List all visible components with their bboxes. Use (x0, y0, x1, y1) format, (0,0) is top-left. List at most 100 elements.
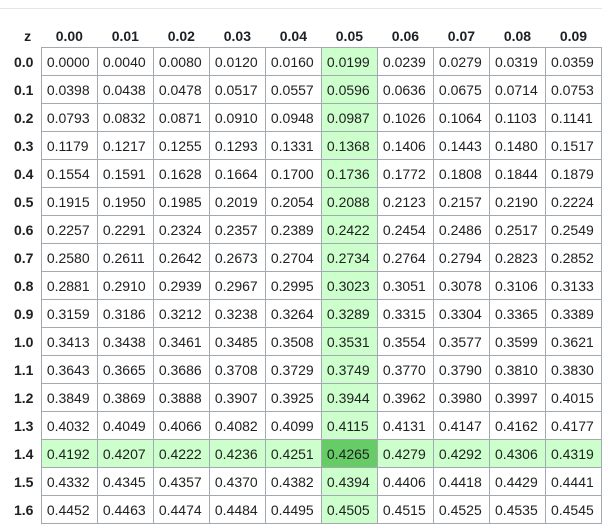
table-cell: 0.0948 (264, 103, 322, 132)
table-cell: 0.0438 (96, 75, 154, 104)
z-table-container: z 0.00 0.01 0.02 0.03 0.04 0.05 0.06 0.07 0.08 0.… (14, 25, 602, 524)
table-cell: 0.4545 (544, 495, 602, 524)
table-cell: 0.3238 (208, 299, 266, 328)
table-cell-highlighted: 0.1368 (320, 131, 378, 160)
table-row: 0.2 0.0793 0.0832 0.0871 0.0910 0.0948 0.0987 0… (14, 103, 602, 132)
table-cell: 0.3643 (40, 355, 98, 384)
table-cell: 0.3438 (96, 327, 154, 356)
table-cell-highlighted: 0.3289 (320, 299, 378, 328)
table-cell: 0.3051 (376, 271, 434, 300)
table-row: 1.6 0.4452 0.4463 0.4474 0.4484 0.4495 0.4505 0… (14, 495, 602, 524)
table-cell: 0.2823 (488, 243, 546, 272)
table-cell-highlighted: 0.0199 (320, 47, 378, 76)
row-header-z: 1.5 (14, 473, 34, 490)
table-cell: 0.4162 (488, 411, 546, 440)
row-header-z: 1.3 (14, 417, 34, 434)
table-cell: 0.4049 (96, 411, 154, 440)
table-cell-highlighted: 0.4251 (264, 439, 322, 468)
table-cell: 0.3729 (264, 355, 322, 384)
row-header-z: 0.6 (14, 221, 34, 238)
table-cell: 0.4370 (208, 467, 266, 496)
table-cell: 0.4015 (544, 383, 602, 412)
table-cell: 0.3554 (376, 327, 434, 356)
table-cell-highlighted: 0.0596 (320, 75, 378, 104)
table-cell-highlighted: 0.4222 (152, 439, 210, 468)
table-cell: 0.4147 (432, 411, 490, 440)
row-header-z: 1.6 (14, 501, 34, 518)
table-cell: 0.2673 (208, 243, 266, 272)
table-cell-highlighted: 0.4306 (488, 439, 546, 468)
table-cell-highlighted: 0.4279 (376, 439, 434, 468)
table-cell-highlighted: 0.2734 (320, 243, 378, 272)
table-cell: 0.2852 (544, 243, 602, 272)
table-cell-highlighted: 0.3944 (320, 383, 378, 412)
table-row: 0.3 0.1179 0.1217 0.1255 0.1293 0.1331 0.1368 0… (14, 131, 602, 160)
table-cell: 0.4429 (488, 467, 546, 496)
table-cell: 0.2910 (96, 271, 154, 300)
table-cell: 0.3830 (544, 355, 602, 384)
table-cell: 0.4495 (264, 495, 322, 524)
table-cell-highlighted: 0.2422 (320, 215, 378, 244)
row-header-z: 0.1 (14, 81, 34, 98)
row-header-z: 0.0 (14, 53, 34, 70)
table-cell: 0.2995 (264, 271, 322, 300)
table-cell: 0.2123 (376, 187, 434, 216)
table-cell-highlighted: 0.4319 (544, 439, 602, 468)
table-cell: 0.2549 (544, 215, 602, 244)
table-cell-highlighted: 0.4394 (320, 467, 378, 496)
table-cell: 0.0714 (488, 75, 546, 104)
table-cell: 0.1293 (208, 131, 266, 160)
table-cell: 0.0359 (544, 47, 602, 76)
table-cell: 0.3461 (152, 327, 210, 356)
table-cell: 0.3577 (432, 327, 490, 356)
table-cell: 0.4066 (152, 411, 210, 440)
table-cell-highlighted: 0.4192 (40, 439, 98, 468)
table-cell: 0.2324 (152, 215, 210, 244)
table-cell: 0.4032 (40, 411, 98, 440)
row-header-z: 1.0 (14, 333, 34, 350)
table-cell: 0.1217 (96, 131, 154, 160)
table-cell: 0.1772 (376, 159, 434, 188)
table-cell: 0.2764 (376, 243, 434, 272)
table-cell: 0.4131 (376, 411, 434, 440)
table-cell: 0.0636 (376, 75, 434, 104)
table-cell: 0.4463 (96, 495, 154, 524)
table-cell: 0.1103 (488, 103, 546, 132)
table-cell: 0.3888 (152, 383, 210, 412)
table-cell: 0.1844 (488, 159, 546, 188)
table-cell-highlighted: 0.1736 (320, 159, 378, 188)
table-cell: 0.4345 (96, 467, 154, 496)
table-cell: 0.2291 (96, 215, 154, 244)
z-table: z 0.00 0.01 0.02 0.03 0.04 0.05 0.06 0.07 0.08 0.… (14, 25, 602, 524)
table-cell: 0.1026 (376, 103, 434, 132)
table-row: 1.3 0.4032 0.4049 0.4066 0.4082 0.4099 0.4115 0… (14, 411, 602, 440)
table-cell: 0.3665 (96, 355, 154, 384)
table-cell: 0.0871 (152, 103, 210, 132)
table-cell-highlighted: 0.3531 (320, 327, 378, 356)
row-header-z: 1.2 (14, 389, 34, 406)
table-cell: 0.2389 (264, 215, 322, 244)
table-cell: 0.3962 (376, 383, 434, 412)
row-header-z: 0.7 (14, 249, 34, 266)
table-cell: 0.1255 (152, 131, 210, 160)
table-cell-highlighted: 0.4115 (320, 411, 378, 440)
row-header-z: 0.3 (14, 137, 34, 154)
table-cell-highlighted: 0.4505 (320, 495, 378, 524)
table-cell-highlighted: 0.3023 (320, 271, 378, 300)
table-cell: 0.1808 (432, 159, 490, 188)
table-cell: 0.1628 (152, 159, 210, 188)
table-cell: 0.3389 (544, 299, 602, 328)
table-body: 0.0 0.0000 0.0040 0.0080 0.0120 0.0160 0.0199 0… (14, 47, 602, 524)
table-cell: 0.2157 (432, 187, 490, 216)
table-cell: 0.4099 (264, 411, 322, 440)
table-cell: 0.3485 (208, 327, 266, 356)
table-row: 1.2 0.3849 0.3869 0.3888 0.3907 0.3925 0.3944 0… (14, 383, 602, 412)
row-header-z: 0.2 (14, 109, 34, 126)
table-cell: 0.2794 (432, 243, 490, 272)
column-header: 0.01 (111, 28, 139, 44)
table-cell-highlighted: 0.4207 (96, 439, 154, 468)
table-cell: 0.3078 (432, 271, 490, 300)
table-cell: 0.3133 (544, 271, 602, 300)
table-cell: 0.2704 (264, 243, 322, 272)
table-cell: 0.3980 (432, 383, 490, 412)
